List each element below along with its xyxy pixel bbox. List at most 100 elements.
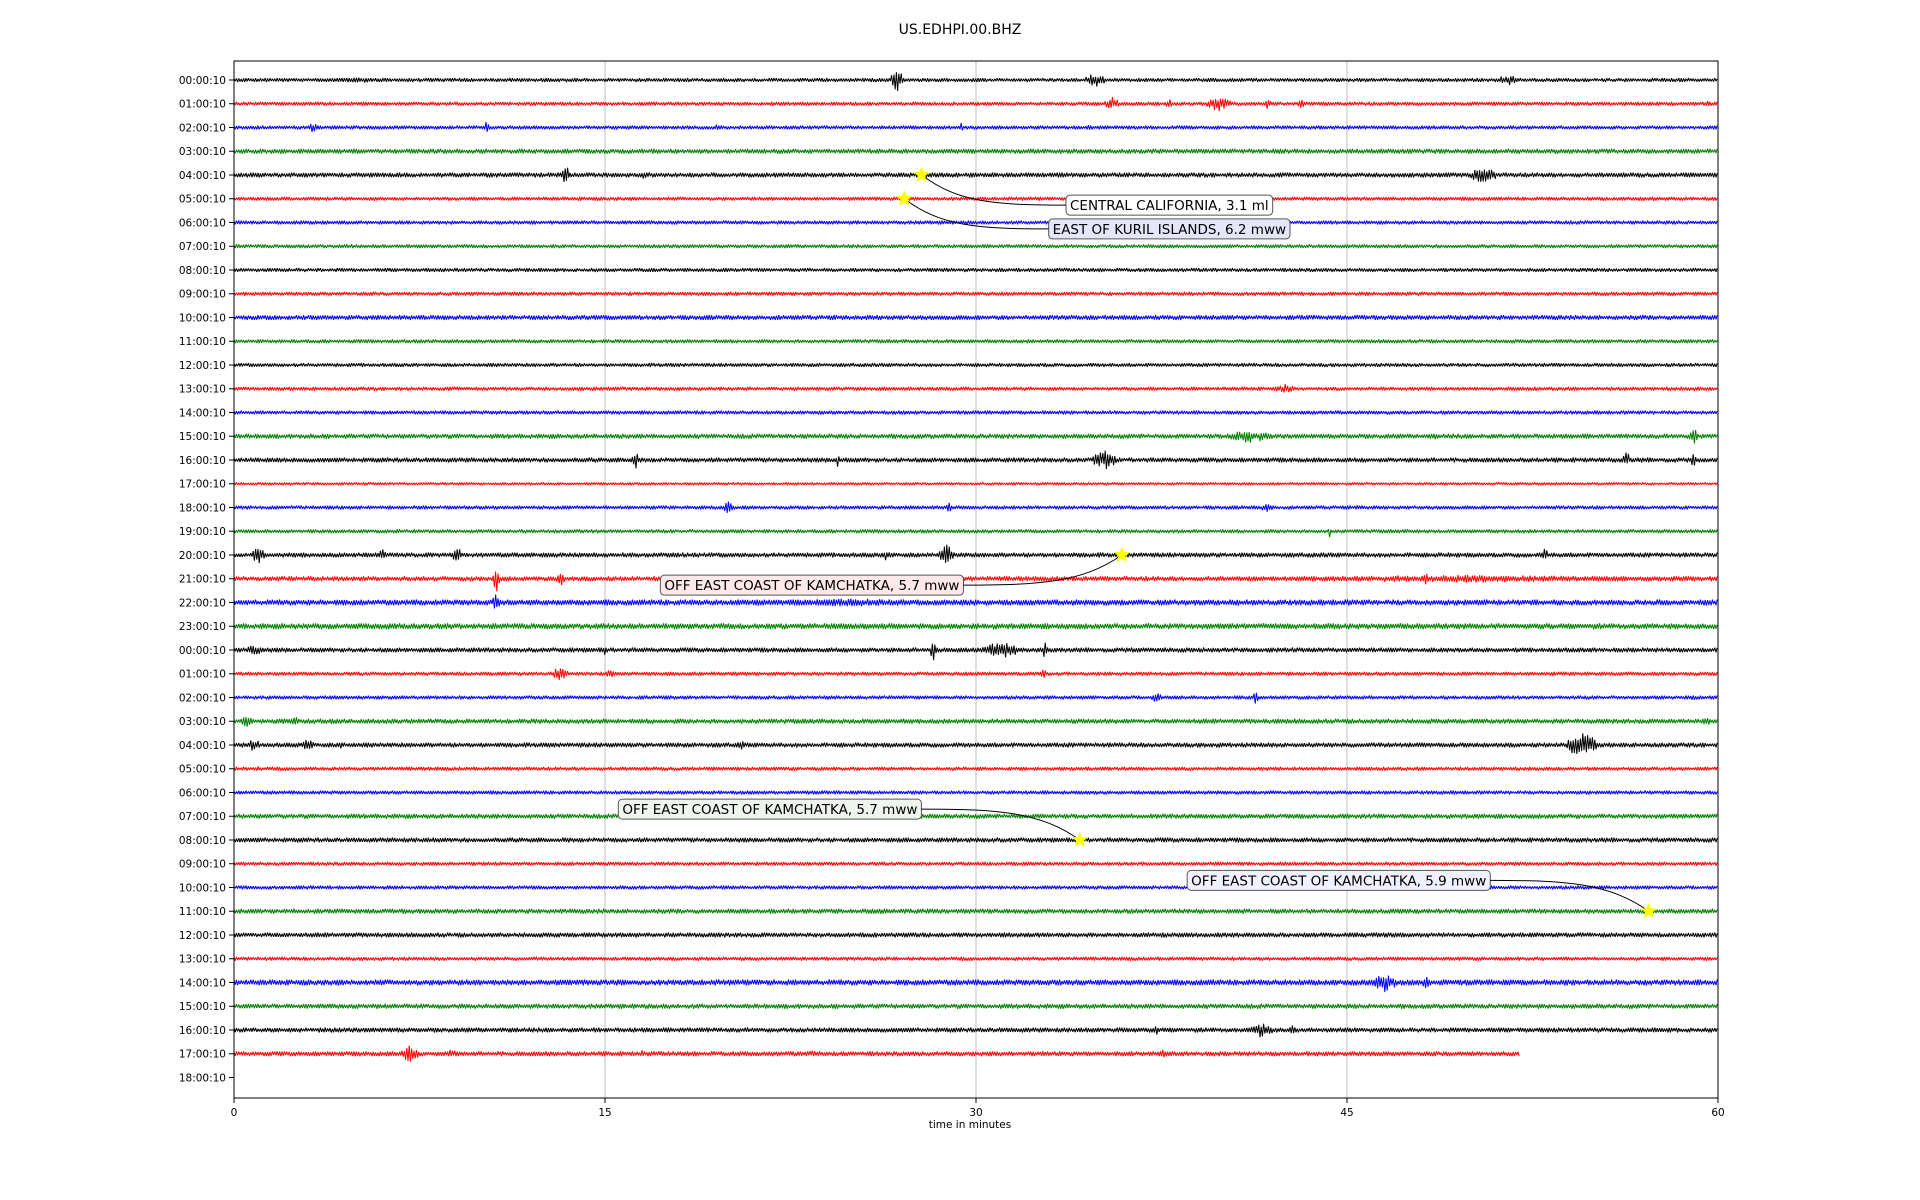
seismic-trace (233, 790, 1718, 795)
chart-title: US.EDHPI.00.BHZ (899, 22, 1022, 38)
y-tick-label: 19:00:10 (179, 526, 226, 538)
seismic-trace (233, 410, 1718, 415)
y-tick-label: 18:00:10 (179, 502, 226, 514)
seismic-trace (233, 668, 1718, 681)
event-star-marker (1640, 902, 1658, 919)
event-connector (1490, 879, 1650, 912)
event-label: EAST OF KURIL ISLANDS, 6.2 mww (1053, 222, 1286, 238)
seismic-trace (233, 362, 1718, 368)
seismic-trace (233, 501, 1718, 513)
y-tick-label: 08:00:10 (179, 265, 226, 277)
event-star-marker (913, 166, 930, 183)
event-annotation: EAST OF KURIL ISLANDS, 6.2 mww (896, 190, 1291, 240)
y-tick-label: 10:00:10 (179, 882, 226, 894)
y-tick-label: 06:00:10 (179, 217, 226, 229)
seismic-trace (233, 1003, 1718, 1009)
seismic-trace (233, 383, 1718, 393)
event-annotation: CENTRAL CALIFORNIA, 3.1 ml (913, 166, 1274, 216)
event-label: OFF EAST COAST OF KAMCHATKA, 5.7 mww (622, 802, 917, 818)
y-tick-label: 11:00:10 (179, 906, 226, 918)
y-tick-label: 12:00:10 (179, 360, 226, 372)
x-tick-label: 60 (1711, 1107, 1724, 1119)
seismic-trace (233, 72, 1718, 92)
seismic-trace (233, 482, 1718, 486)
seismic-trace (233, 975, 1718, 993)
event-annotations: CENTRAL CALIFORNIA, 3.1 ml EAST OF KURIL … (617, 166, 1658, 919)
seismic-trace (233, 544, 1718, 564)
y-tick-label: 03:00:10 (179, 716, 226, 728)
y-tick-label: 17:00:10 (179, 1049, 226, 1061)
event-star-marker (896, 190, 913, 206)
y-tick-label: 07:00:10 (179, 241, 226, 253)
seismic-trace (233, 623, 1718, 630)
seismic-trace (233, 813, 1718, 819)
event-connector (921, 808, 1081, 841)
y-tick-label: 02:00:10 (179, 122, 226, 134)
y-tick-label: 01:00:10 (179, 99, 226, 111)
event-star-marker (1113, 546, 1131, 563)
seismic-trace (233, 267, 1718, 273)
seismic-trace (233, 1045, 1520, 1062)
event-label: OFF EAST COAST OF KAMCHATKA, 5.9 mww (1191, 873, 1486, 889)
y-tick-label: 09:00:10 (179, 859, 226, 871)
seismic-trace (233, 314, 1718, 321)
event-annotation: OFF EAST COAST OF KAMCHATKA, 5.9 mww (1186, 869, 1658, 919)
seismic-trace (233, 220, 1718, 225)
event-connector (963, 554, 1123, 586)
x-tick-label: 0 (231, 1107, 238, 1119)
y-tick-label: 15:00:10 (179, 1001, 226, 1013)
event-star-marker (1071, 831, 1089, 848)
seismic-trace (233, 837, 1718, 843)
y-tick-label: 16:00:10 (179, 455, 226, 467)
y-tick-label: 00:00:10 (179, 645, 226, 657)
seismic-trace (233, 861, 1718, 866)
seismic-trace (233, 932, 1718, 938)
seismic-trace (233, 450, 1718, 470)
x-tick-labels: 0 15 30 45 60 (231, 1098, 1725, 1119)
x-tick-label: 30 (969, 1107, 982, 1119)
y-tick-label: 07:00:10 (179, 811, 226, 823)
seismic-trace (233, 956, 1718, 961)
seismic-trace (233, 528, 1718, 538)
seismic-trace (233, 716, 1718, 727)
seismic-trace (233, 196, 1718, 201)
y-tick-label: 04:00:10 (179, 740, 226, 752)
y-tick-label: 00:00:10 (179, 75, 226, 87)
seismic-trace (233, 692, 1718, 704)
x-tick-label: 15 (598, 1107, 611, 1119)
y-tick-label: 22:00:10 (179, 597, 226, 609)
seismic-trace (233, 244, 1718, 249)
y-tick-label: 11:00:10 (179, 336, 226, 348)
seismic-trace (233, 429, 1718, 444)
seismic-trace (233, 96, 1718, 112)
x-tick-label: 45 (1340, 1107, 1353, 1119)
y-tick-label: 20:00:10 (179, 550, 226, 562)
seismic-trace (233, 339, 1718, 344)
y-tick-label: 05:00:10 (179, 194, 226, 206)
x-axis-label: time in minutes (929, 1119, 1011, 1131)
y-tick-label: 13:00:10 (179, 384, 226, 396)
y-tick-label: 08:00:10 (179, 835, 226, 847)
y-tick-label: 01:00:10 (179, 669, 226, 681)
event-annotation: OFF EAST COAST OF KAMCHATKA, 5.7 mww (617, 798, 1089, 848)
y-tick-label: 09:00:10 (179, 289, 226, 301)
seismic-trace (233, 167, 1718, 183)
event-connector (921, 174, 1066, 206)
y-tick-label: 06:00:10 (179, 787, 226, 799)
event-connector (903, 198, 1049, 230)
y-tick-label: 14:00:10 (179, 407, 226, 419)
y-tick-label: 23:00:10 (179, 621, 226, 633)
seismic-trace (233, 594, 1718, 609)
y-tick-label: 04:00:10 (179, 170, 226, 182)
y-tick-label: 05:00:10 (179, 764, 226, 776)
seismic-trace (233, 908, 1718, 914)
y-tick-label: 12:00:10 (179, 930, 226, 942)
y-tick-label: 14:00:10 (179, 977, 226, 989)
y-tick-labels: 00:00:10 01:00:10 02:00:10 03:00:10 04:00:10… (179, 75, 234, 1084)
y-tick-label: 02:00:10 (179, 692, 226, 704)
seismic-trace (233, 733, 1718, 754)
y-tick-label: 15:00:10 (179, 431, 226, 443)
